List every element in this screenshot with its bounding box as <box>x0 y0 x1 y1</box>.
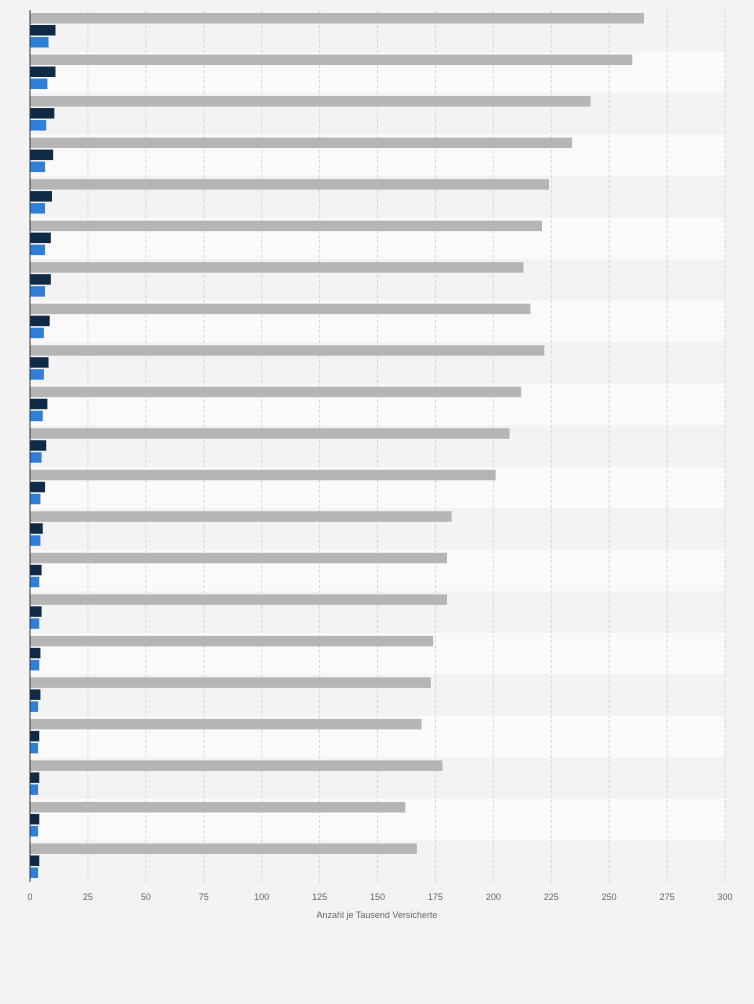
bar <box>30 96 591 107</box>
bar <box>30 13 644 24</box>
bar <box>30 410 43 422</box>
bar <box>30 606 42 617</box>
bar <box>30 564 42 576</box>
bar <box>30 232 51 244</box>
x-tick-label: 300 <box>717 892 732 902</box>
bar <box>30 535 41 546</box>
bar <box>30 137 573 149</box>
bar <box>30 303 531 315</box>
x-tick-label: 75 <box>199 892 209 902</box>
x-axis-label: Anzahl je Tausend Versicherte <box>317 910 438 920</box>
bar <box>30 37 49 48</box>
bar <box>30 718 422 730</box>
x-tick-label: 25 <box>83 892 93 902</box>
bar <box>30 452 42 463</box>
bar <box>30 843 417 854</box>
bar <box>30 552 447 564</box>
bar <box>30 801 406 813</box>
x-tick-label: 225 <box>544 892 559 902</box>
x-tick-label: 125 <box>312 892 327 902</box>
bar <box>30 161 46 173</box>
bar <box>30 179 549 190</box>
bar <box>30 149 54 161</box>
bar <box>30 428 510 439</box>
bar <box>30 315 50 327</box>
bar <box>30 730 40 742</box>
bar <box>30 386 522 398</box>
bar <box>30 825 39 837</box>
bar <box>30 689 41 700</box>
bar <box>30 108 55 119</box>
bar <box>30 493 41 505</box>
bar <box>30 369 44 380</box>
bar <box>30 576 40 588</box>
bar <box>30 357 49 368</box>
bar <box>30 66 56 78</box>
bar <box>30 511 452 522</box>
bar <box>30 244 46 256</box>
x-tick-label: 50 <box>141 892 151 902</box>
bar <box>30 440 47 451</box>
bar <box>30 635 434 647</box>
bar <box>30 772 40 783</box>
x-tick-label: 100 <box>254 892 269 902</box>
x-tick-label: 150 <box>370 892 385 902</box>
bar <box>30 618 40 629</box>
bar <box>30 760 443 771</box>
bar <box>30 54 633 66</box>
bar <box>30 677 431 688</box>
bar <box>30 78 48 90</box>
bar <box>30 659 40 671</box>
x-tick-label: 175 <box>428 892 443 902</box>
bar <box>30 345 545 356</box>
bar <box>30 784 39 795</box>
bar <box>30 855 40 866</box>
bars <box>30 13 644 878</box>
bar <box>30 398 48 410</box>
x-tick-labels: 0 25 50 75 100 125 150 175 200 225 250 275 300 <box>27 892 732 902</box>
bar <box>30 701 39 712</box>
bar <box>30 25 56 36</box>
bar <box>30 220 542 232</box>
bar <box>30 262 524 273</box>
bar <box>30 191 53 202</box>
gridlines <box>87 10 726 882</box>
bar <box>30 286 46 297</box>
bar <box>30 742 39 754</box>
x-tick-label: 200 <box>486 892 501 902</box>
bar <box>30 867 39 878</box>
bar <box>30 813 40 825</box>
bar <box>30 120 47 131</box>
bar <box>30 203 46 214</box>
bar <box>30 594 447 605</box>
bar <box>30 523 43 534</box>
bar <box>30 327 44 339</box>
x-tick-label: 0 <box>27 892 32 902</box>
bar <box>30 647 41 659</box>
x-tick-label: 250 <box>602 892 617 902</box>
x-tick-label: 275 <box>660 892 675 902</box>
bar <box>30 274 51 285</box>
bar <box>30 481 46 493</box>
bar <box>30 469 496 481</box>
